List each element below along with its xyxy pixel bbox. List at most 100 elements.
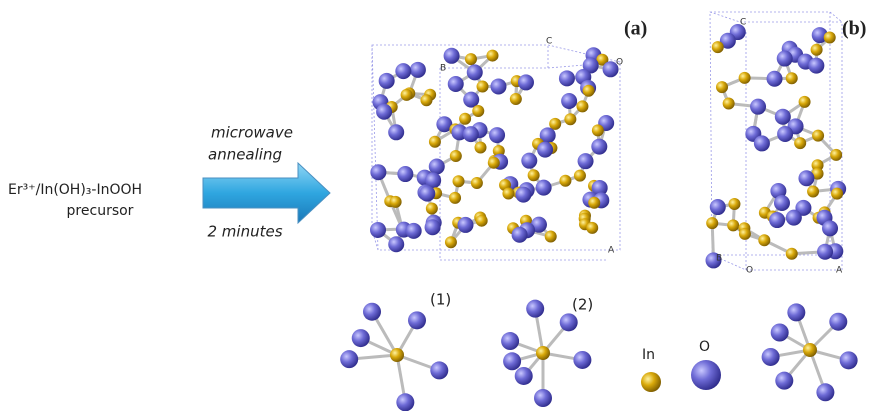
oxygen-atom — [582, 57, 599, 74]
indium-atom — [573, 169, 586, 182]
panel-label: (a) — [624, 18, 647, 40]
oxygen-atom — [534, 389, 552, 407]
indium-atom — [544, 230, 557, 243]
oxygen-atom — [370, 164, 387, 181]
oxygen-atom — [770, 182, 787, 199]
oxygen-atom — [770, 323, 789, 342]
coordination-polyhedra — [340, 299, 858, 411]
oxygen-atom — [409, 61, 426, 78]
indium-atom — [449, 191, 462, 204]
indium-atom — [811, 167, 824, 180]
indium-atom — [564, 113, 577, 126]
oxygen-atom — [811, 27, 828, 44]
indium-atom — [798, 95, 811, 108]
indium-atom — [738, 71, 751, 84]
indium-atom — [823, 31, 836, 44]
indium-atom — [722, 97, 735, 110]
oxygen-atom — [577, 153, 594, 170]
indium-atom — [476, 80, 489, 93]
oxygen-atom — [691, 360, 721, 390]
process-time: 2 minutes — [207, 223, 282, 241]
indium-atom — [487, 156, 500, 169]
indium-atom — [420, 94, 433, 107]
indium-atom — [472, 105, 485, 118]
indium-atom — [711, 41, 724, 54]
indium-atom — [486, 49, 499, 62]
crystal-structures — [370, 11, 847, 271]
oxygen-atom — [709, 199, 726, 216]
indium-atom — [831, 187, 844, 200]
indium-atom — [549, 117, 562, 130]
oxygen-atom — [395, 63, 412, 80]
indium-atom — [727, 219, 740, 232]
oxygen-atom — [457, 216, 474, 233]
oxygen-atom — [376, 103, 393, 120]
indium-atom — [474, 141, 487, 154]
oxygen-atom — [436, 116, 453, 133]
oxygen-atom — [798, 170, 815, 187]
indium-atom — [470, 177, 483, 190]
indium-atom — [706, 217, 719, 230]
oxygen-atom — [766, 70, 783, 87]
indium-atom — [811, 159, 824, 172]
indium-atom — [428, 135, 441, 148]
oxygen-atom — [785, 209, 802, 226]
oxygen-atom — [430, 361, 449, 380]
oxygen-atom — [539, 127, 556, 144]
indium-atom — [475, 214, 488, 227]
axis-label: B — [440, 64, 446, 74]
indium-atom — [459, 112, 472, 125]
oxygen-atom — [787, 303, 806, 322]
oxygen-atom — [795, 199, 812, 216]
oxygen-atom — [503, 352, 522, 371]
indium-atom — [576, 100, 589, 113]
indium-atom — [728, 198, 741, 211]
oxygen-atom — [573, 350, 592, 369]
oxygen-atom — [526, 299, 545, 318]
process-label: microwave — [211, 124, 293, 142]
oxygen-atom — [773, 195, 790, 212]
oxygen-atom — [558, 70, 575, 87]
indium-atom — [559, 174, 572, 187]
oxygen-atom — [829, 312, 848, 331]
oxygen-atom — [761, 347, 780, 366]
oxygen-atom — [776, 50, 793, 67]
legend-label: O — [699, 339, 710, 355]
oxygen-atom — [363, 302, 381, 321]
indium-atom — [812, 129, 825, 142]
oxygen-atom — [397, 166, 414, 183]
indium-atom — [716, 81, 729, 94]
precursor-formula: Er³⁺/In(OH)₃-InOOH — [8, 182, 142, 198]
oxygen-atom — [719, 32, 736, 49]
oxygen-atom — [514, 366, 533, 385]
indium-atom — [785, 247, 798, 260]
indium-atom — [586, 221, 599, 234]
oxygen-atom — [511, 226, 528, 243]
axis-label: O — [616, 58, 623, 68]
indium-atom — [758, 234, 771, 247]
oxygen-atom — [378, 72, 395, 89]
polyhedron-label: (1) — [430, 291, 451, 309]
indium-atom — [591, 124, 604, 137]
axis-label: O — [746, 266, 753, 276]
indium-atom — [449, 150, 462, 163]
precursor-label: precursor — [67, 203, 134, 219]
indium-atom — [464, 53, 477, 66]
oxygen-atom — [561, 92, 578, 109]
indium-atom — [389, 195, 402, 208]
oxygen-atom — [447, 75, 464, 92]
oxygen-atom — [515, 186, 532, 203]
oxygen-atom — [340, 350, 359, 369]
indium-atom — [794, 137, 807, 150]
oxygen-atom — [591, 138, 608, 155]
indium-atom — [641, 372, 661, 392]
oxygen-atom — [839, 351, 858, 370]
indium-atom — [509, 92, 522, 105]
indium-atom — [830, 148, 843, 161]
indium-atom — [810, 43, 823, 56]
oxygen-atom — [602, 61, 619, 78]
indium-atom — [536, 346, 550, 360]
oxygen-atom — [466, 64, 483, 81]
polyhedron-label: (2) — [572, 296, 593, 314]
